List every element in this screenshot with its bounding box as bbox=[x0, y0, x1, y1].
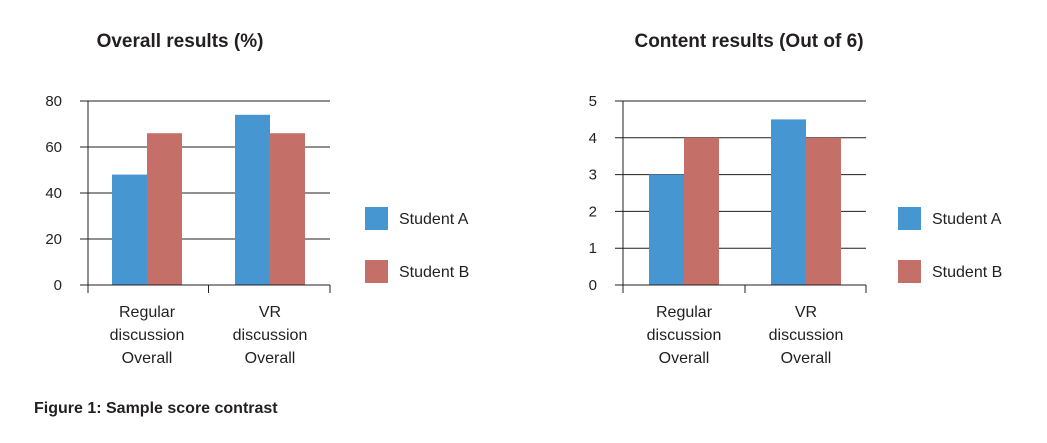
bar-student-b bbox=[270, 133, 305, 285]
figure-caption: Figure 1: Sample score contrast bbox=[34, 400, 278, 417]
legend-label: Student B bbox=[932, 264, 1002, 281]
y-tick-label: 4 bbox=[589, 130, 597, 147]
y-tick-label: 0 bbox=[589, 277, 597, 294]
legend-swatch bbox=[898, 260, 921, 283]
y-tick-label: 0 bbox=[54, 277, 62, 294]
legend-label: Student B bbox=[399, 264, 469, 281]
y-tick-label: 80 bbox=[45, 93, 62, 110]
y-tick-label: 20 bbox=[45, 231, 62, 248]
bar-student-b bbox=[684, 137, 719, 285]
chart-content-results: Content results (Out of 6) 0 1 2 3 4 5 Regular… bbox=[589, 31, 1003, 367]
legend-swatch bbox=[365, 260, 388, 283]
y-tick-label: 3 bbox=[589, 167, 597, 184]
bar-student-a bbox=[112, 174, 147, 285]
y-tick-label: 2 bbox=[589, 203, 597, 220]
legend-label: Student A bbox=[932, 211, 1002, 228]
bar-student-b bbox=[147, 133, 182, 285]
x-category-label: VR discussion Overall bbox=[769, 304, 844, 367]
bar-student-a bbox=[235, 114, 270, 285]
legend-swatch bbox=[365, 207, 388, 230]
y-tick-label: 1 bbox=[589, 240, 597, 257]
chart-overall-results: Overall results (%) 0 20 40 60 80 Regular disc… bbox=[45, 31, 469, 367]
y-tick-label: 60 bbox=[45, 139, 62, 156]
bar-student-a bbox=[649, 174, 684, 285]
bar-student-b bbox=[806, 137, 841, 285]
y-tick-label: 40 bbox=[45, 185, 62, 202]
legend-swatch bbox=[898, 207, 921, 230]
chart-title: Content results (Out of 6) bbox=[634, 31, 863, 52]
chart-title: Overall results (%) bbox=[97, 31, 264, 52]
bar-student-a bbox=[771, 119, 806, 286]
x-category-label: Regular discussion Overall bbox=[647, 304, 722, 367]
x-category-label: Regular discussion Overall bbox=[110, 304, 185, 367]
legend-label: Student A bbox=[399, 211, 469, 228]
y-tick-label: 5 bbox=[589, 93, 597, 110]
x-category-label: VR discussion Overall bbox=[233, 304, 308, 367]
